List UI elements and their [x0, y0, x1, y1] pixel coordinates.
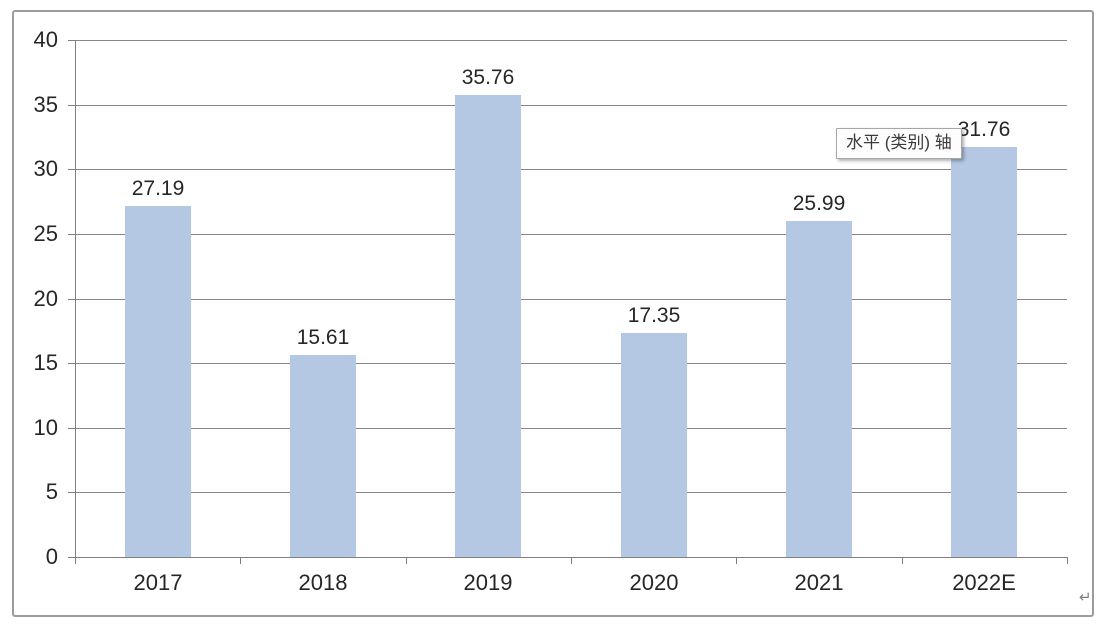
- y-axis-tick: [68, 492, 75, 493]
- x-axis-label[interactable]: 2021: [794, 570, 844, 595]
- axis-tooltip-text: 水平 (类别) 轴: [846, 133, 952, 152]
- x-axis-label[interactable]: 2018: [298, 570, 348, 595]
- gridline: [75, 234, 1067, 235]
- data-label: 17.35: [627, 304, 681, 327]
- y-axis-tick: [68, 169, 75, 170]
- y-axis-tick: [68, 105, 75, 106]
- y-axis-tick: [68, 363, 75, 364]
- bar[interactable]: [951, 147, 1017, 557]
- y-axis-label[interactable]: 40: [33, 27, 58, 52]
- x-axis-tick: [736, 557, 737, 564]
- y-axis-label[interactable]: 0: [45, 544, 58, 569]
- y-axis-line: [75, 40, 76, 557]
- gridline: [75, 363, 1067, 364]
- x-axis-tick: [406, 557, 407, 564]
- bar[interactable]: [125, 206, 191, 557]
- y-axis-tick: [68, 299, 75, 300]
- data-label: 35.76: [461, 66, 515, 89]
- y-axis-tick: [68, 234, 75, 235]
- x-axis-label[interactable]: 2022E: [952, 570, 1016, 595]
- x-axis-tick: [75, 557, 76, 564]
- gridline: [75, 105, 1067, 106]
- y-axis-label[interactable]: 5: [45, 479, 58, 504]
- y-axis-label[interactable]: 35: [33, 92, 58, 117]
- y-axis-label[interactable]: 10: [33, 415, 58, 440]
- x-axis-label[interactable]: 2020: [629, 570, 679, 595]
- bar[interactable]: [455, 95, 521, 557]
- x-axis-label[interactable]: 2017: [133, 570, 183, 595]
- bar[interactable]: [786, 221, 852, 557]
- gridline: [75, 299, 1067, 300]
- gridline: [75, 428, 1067, 429]
- bar[interactable]: [290, 355, 356, 557]
- x-axis-label[interactable]: 2019: [463, 570, 513, 595]
- cursor-icon: ↵: [1079, 589, 1092, 606]
- gridline: [75, 492, 1067, 493]
- gridline: [75, 40, 1067, 41]
- chart-frame[interactable]: [12, 10, 1094, 617]
- y-axis-tick: [68, 428, 75, 429]
- data-label: 25.99: [792, 192, 846, 215]
- x-axis-tick: [571, 557, 572, 564]
- x-axis-tick: [1067, 557, 1068, 564]
- x-axis-tick: [240, 557, 241, 564]
- data-label: 31.76: [957, 118, 1011, 141]
- y-axis-tick: [68, 40, 75, 41]
- axis-tooltip: 水平 (类别) 轴: [836, 128, 962, 159]
- data-label: 15.61: [296, 326, 350, 349]
- y-axis-label[interactable]: 20: [33, 286, 58, 311]
- y-axis-label[interactable]: 30: [33, 156, 58, 181]
- gridline: [75, 169, 1067, 170]
- y-axis-tick: [68, 557, 75, 558]
- y-axis-label[interactable]: 15: [33, 350, 58, 375]
- x-axis-tick: [902, 557, 903, 564]
- y-axis-label[interactable]: 25: [33, 221, 58, 246]
- data-label: 27.19: [131, 177, 185, 200]
- bar[interactable]: [621, 333, 687, 557]
